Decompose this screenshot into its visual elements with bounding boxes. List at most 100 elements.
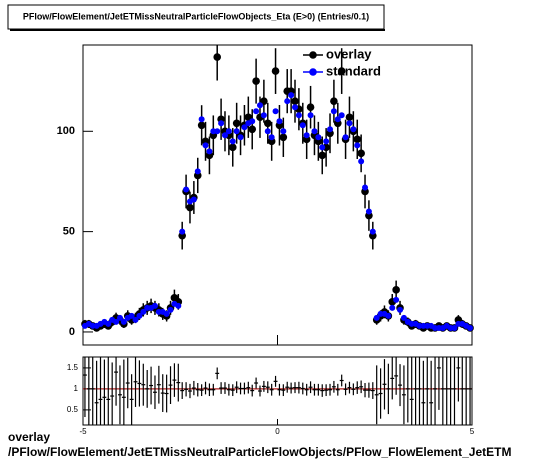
- ratio-frame: [82, 356, 473, 426]
- legend-label: standard: [326, 63, 381, 78]
- standard-point: [268, 134, 275, 141]
- standard-point: [229, 138, 236, 145]
- standard-point: [350, 126, 357, 133]
- standard-point: [311, 128, 318, 135]
- standard-point: [105, 320, 112, 327]
- standard-point: [206, 148, 213, 155]
- title-box: [7, 4, 385, 30]
- standard-point: [264, 128, 271, 135]
- ratio-y-tick-label: 0.5: [67, 405, 79, 414]
- standard-point: [307, 112, 314, 119]
- standard-point: [113, 318, 120, 325]
- standard-point: [116, 314, 123, 321]
- overlay-point: [345, 113, 354, 122]
- standard-point: [334, 116, 341, 123]
- overlay-point: [392, 286, 400, 294]
- standard-point: [194, 168, 201, 175]
- x-axis-label: /PFlow/FlowElement/JetETMissNeutralParti…: [8, 445, 511, 459]
- standard-point: [237, 134, 244, 141]
- standard-point: [303, 132, 310, 139]
- standard-point: [323, 138, 330, 145]
- standard-point: [451, 324, 458, 331]
- standard-point: [327, 126, 334, 133]
- standard-point: [218, 120, 225, 127]
- chart-title: PFlow/FlowElement/JetETMissNeutralPartic…: [23, 11, 369, 21]
- overlay-point: [186, 203, 194, 212]
- ratio-y-tick-label: 1: [74, 384, 79, 393]
- overlay-point: [213, 53, 222, 61]
- standard-point: [260, 112, 267, 119]
- standard-point: [179, 228, 186, 235]
- standard-point: [128, 312, 135, 319]
- x-axis-label: overlay: [8, 430, 50, 444]
- overlay-point: [330, 97, 338, 105]
- overlay-point: [306, 103, 315, 112]
- standard-point: [190, 196, 197, 203]
- standard-point: [175, 302, 182, 309]
- legend-marker: [309, 51, 317, 59]
- standard-point: [167, 306, 174, 313]
- x-tick-label: 5: [470, 427, 475, 436]
- overlay-point: [248, 125, 257, 134]
- standard-point: [358, 158, 365, 165]
- overlay-point: [232, 119, 241, 128]
- y-tick-label: 50: [63, 226, 75, 238]
- standard-point: [315, 134, 322, 141]
- overlay-point: [279, 133, 288, 142]
- standard-point: [369, 228, 376, 235]
- overlay-point: [252, 77, 260, 85]
- ratio-y-tick-label: 1.5: [67, 363, 79, 372]
- standard-point: [400, 314, 407, 321]
- standard-point: [256, 102, 263, 109]
- standard-point: [346, 120, 353, 127]
- standard-point: [233, 128, 240, 135]
- x-tick-label: 0: [275, 427, 280, 436]
- standard-point: [393, 296, 400, 303]
- standard-point: [385, 312, 392, 319]
- standard-point: [241, 124, 248, 131]
- overlay-point: [271, 67, 280, 75]
- overlay-point: [291, 97, 299, 105]
- standard-point: [299, 122, 306, 129]
- standard-point: [467, 324, 474, 331]
- overlay-point: [263, 119, 272, 128]
- standard-point: [354, 142, 361, 149]
- y-tick-label: 0: [69, 326, 75, 338]
- standard-point: [342, 134, 349, 141]
- standard-point: [272, 108, 279, 115]
- standard-point: [214, 128, 221, 135]
- overlay-point: [197, 121, 206, 130]
- standard-point: [151, 302, 158, 309]
- standard-point: [288, 92, 295, 99]
- standard-point: [253, 108, 260, 115]
- standard-point: [295, 112, 302, 119]
- standard-point: [389, 304, 396, 311]
- standard-point: [330, 108, 337, 115]
- standard-point: [284, 98, 291, 105]
- standard-point: [225, 128, 232, 135]
- standard-point: [280, 128, 287, 135]
- standard-point: [136, 312, 143, 319]
- standard-point: [183, 186, 190, 193]
- main-frame: [82, 44, 473, 346]
- standard-point: [362, 184, 369, 191]
- standard-point: [292, 104, 299, 111]
- y-tick-label: 100: [57, 125, 75, 137]
- legend-marker: [309, 68, 317, 76]
- overlay-point: [318, 151, 327, 160]
- standard-point: [202, 142, 209, 149]
- standard-point: [249, 118, 256, 125]
- standard-point: [132, 316, 139, 323]
- standard-point: [120, 318, 127, 325]
- standard-point: [198, 116, 205, 123]
- standard-point: [319, 144, 326, 151]
- overlay-point: [228, 143, 237, 152]
- standard-point: [221, 132, 228, 139]
- overlay-point: [337, 67, 346, 75]
- overlay-point: [357, 149, 365, 158]
- standard-point: [338, 112, 345, 119]
- standard-point: [140, 308, 147, 315]
- standard-point: [276, 118, 283, 125]
- overlay-point: [353, 135, 362, 144]
